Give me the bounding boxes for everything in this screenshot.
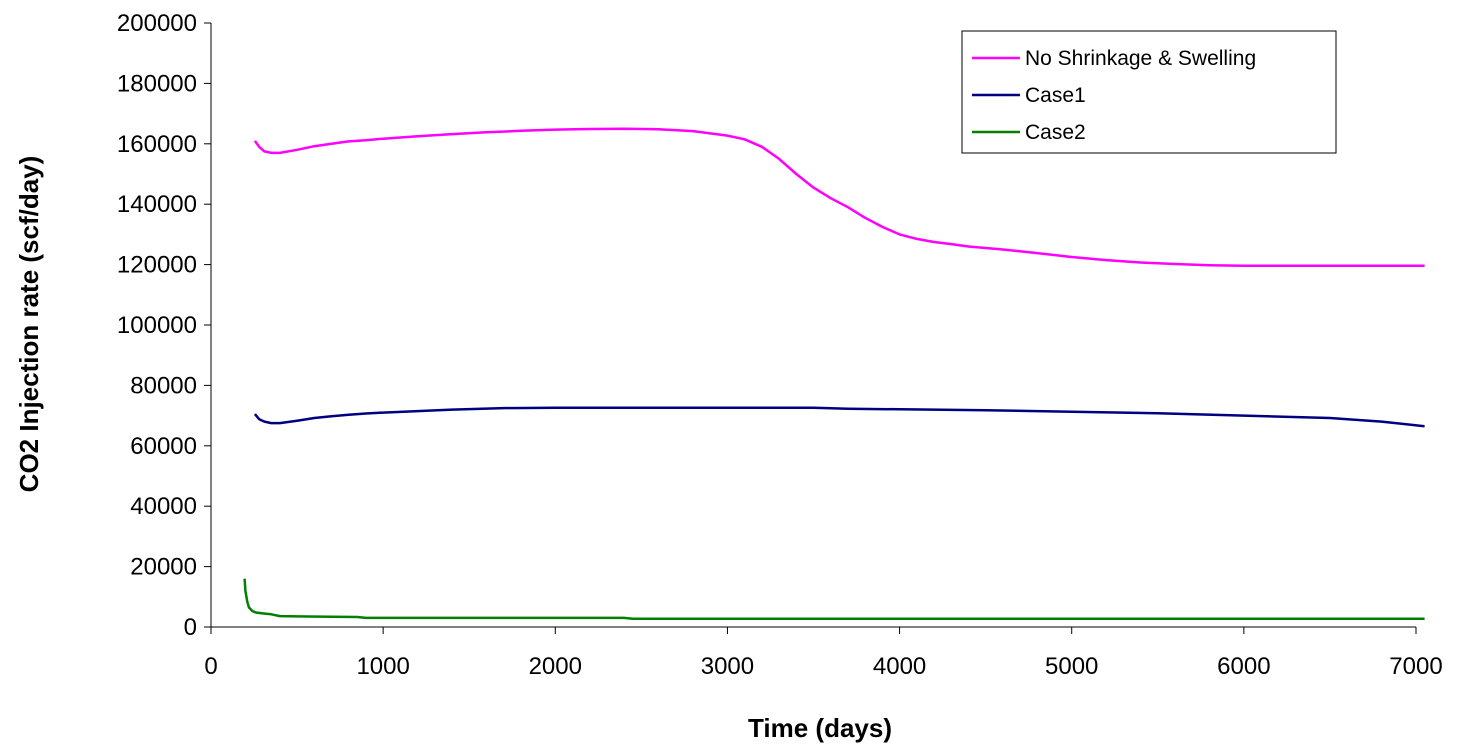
legend-label-case2: Case2 bbox=[1025, 121, 1086, 144]
legend: No Shrinkage & Swelling Case1 Case2 bbox=[961, 30, 1337, 154]
legend-box bbox=[961, 30, 1337, 154]
x-tick-label: 2000 bbox=[529, 653, 582, 680]
plot-lines bbox=[243, 127, 1425, 621]
y-tick-label: 20000 bbox=[130, 554, 197, 581]
x-tick-label: 6000 bbox=[1217, 653, 1270, 680]
y-tick-label: 100000 bbox=[117, 312, 197, 339]
x-tick-label: 0 bbox=[204, 653, 217, 680]
x-tick-label: 1000 bbox=[356, 653, 409, 680]
y-tick-label: 140000 bbox=[117, 191, 197, 218]
legend-label-no-shrinkage-swelling: No Shrinkage & Swelling bbox=[1025, 47, 1256, 70]
series-line-case1 bbox=[253, 406, 1425, 428]
y-tick-label: 80000 bbox=[130, 372, 197, 399]
legend-label-case1: Case1 bbox=[1025, 84, 1086, 107]
series-line-no-shrinkage-swelling bbox=[253, 127, 1425, 268]
y-tick-label: 0 bbox=[184, 614, 197, 641]
x-axis: 0 1000 2000 3000 4000 5000 6000 7000 bbox=[204, 626, 1443, 680]
series-line-case2 bbox=[243, 578, 1425, 621]
y-tick-label: 120000 bbox=[117, 252, 197, 279]
y-tick-label: 60000 bbox=[130, 433, 197, 460]
y-axis: 0 20000 40000 60000 80000 100000 120000 140000 1… bbox=[117, 10, 212, 641]
x-axis-title: Time (days) bbox=[748, 713, 892, 743]
x-tick-label: 4000 bbox=[873, 653, 926, 680]
y-tick-label: 160000 bbox=[117, 131, 197, 158]
x-tick-label: 5000 bbox=[1045, 653, 1098, 680]
y-tick-label: 40000 bbox=[130, 493, 197, 520]
y-tick-label: 180000 bbox=[117, 70, 197, 97]
y-axis-title: CO2 Injection rate (scf/day) bbox=[14, 156, 44, 493]
x-tick-label: 7000 bbox=[1389, 653, 1442, 680]
y-tick-label: 200000 bbox=[117, 10, 197, 37]
x-tick-label: 3000 bbox=[701, 653, 754, 680]
